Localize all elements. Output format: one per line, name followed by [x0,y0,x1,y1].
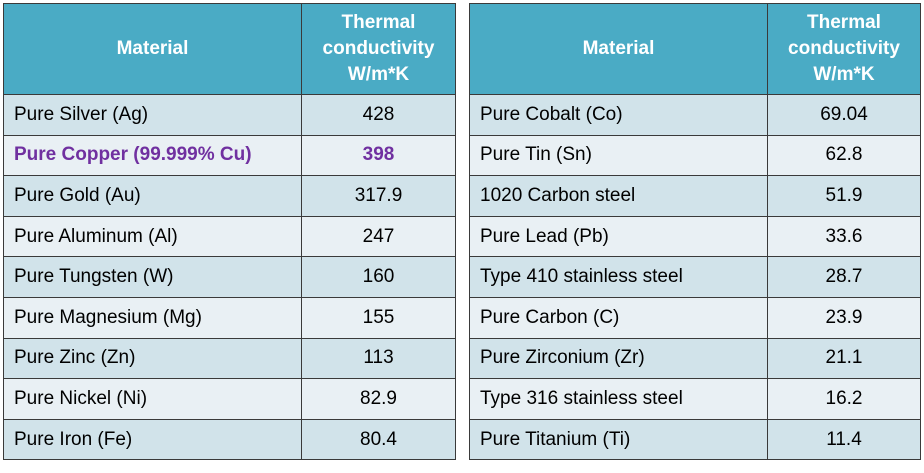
header-row: Material Thermal conductivity W/m*K [3,3,456,95]
table-row: Pure Iron (Fe) 80.4 [3,418,456,461]
table-row: Pure Nickel (Ni) 82.9 [3,378,456,420]
table-row: Pure Zinc (Zn) 113 [3,337,456,380]
conductivity-cell: 80.4 [301,418,456,461]
material-cell: Pure Titanium (Ti) [469,418,768,461]
material-cell: Pure Magnesium (Mg) [3,296,302,339]
table-row: Pure Carbon (C) 23.9 [469,296,921,339]
header-material: Material [3,3,302,95]
table-row: 1020 Carbon steel 51.9 [469,175,921,217]
header-material: Material [469,3,768,95]
material-cell: Type 316 stainless steel [469,378,768,420]
material-cell: Pure Zirconium (Zr) [469,337,768,380]
material-cell: Pure Gold (Au) [3,175,302,217]
header-conductivity: Thermal conductivity W/m*K [301,3,456,95]
conductivity-cell: 62.8 [767,134,921,177]
conductivity-cell: 428 [301,94,456,136]
conductivity-cell: 82.9 [301,378,456,420]
table-row: Type 316 stainless steel 16.2 [469,378,921,420]
material-cell: Pure Aluminum (Al) [3,215,302,258]
conductivity-cell: 247 [301,215,456,258]
material-cell: Type 410 stainless steel [469,256,768,298]
conductivity-cell: 51.9 [767,175,921,217]
table-row: Pure Magnesium (Mg) 155 [3,296,456,339]
material-cell: Pure Copper (99.999% Cu) [3,134,302,177]
table-row: Pure Lead (Pb) 33.6 [469,215,921,258]
table-row: Pure Gold (Au) 317.9 [3,175,456,217]
conductivity-cell: 16.2 [767,378,921,420]
material-cell: Pure Tungsten (W) [3,256,302,298]
conductivity-cell: 160 [301,256,456,298]
material-cell: 1020 Carbon steel [469,175,768,217]
conductivity-cell: 113 [301,337,456,380]
conductivity-cell: 33.6 [767,215,921,258]
material-cell: Pure Cobalt (Co) [469,94,768,136]
table-row: Pure Cobalt (Co) 69.04 [469,94,921,136]
header-conductivity: Thermal conductivity W/m*K [767,3,921,95]
table-row: Pure Copper (99.999% Cu) 398 [3,134,456,177]
header-row: Material Thermal conductivity W/m*K [469,3,921,95]
table-row: Pure Tin (Sn) 62.8 [469,134,921,177]
conductivity-cell: 69.04 [767,94,921,136]
conductivity-cell: 11.4 [767,418,921,461]
table-row: Pure Tungsten (W) 160 [3,256,456,298]
material-cell: Pure Nickel (Ni) [3,378,302,420]
material-cell: Pure Lead (Pb) [469,215,768,258]
conductivity-cell: 155 [301,296,456,339]
conductivity-cell: 398 [301,134,456,177]
table-row: Type 410 stainless steel 28.7 [469,256,921,298]
material-cell: Pure Zinc (Zn) [3,337,302,380]
conductivity-cell: 317.9 [301,175,456,217]
material-cell: Pure Tin (Sn) [469,134,768,177]
conductivity-cell: 28.7 [767,256,921,298]
material-cell: Pure Carbon (C) [469,296,768,339]
thermal-conductivity-table-left: Material Thermal conductivity W/m*K Pure S… [3,3,456,461]
table-row: Pure Zirconium (Zr) 21.1 [469,337,921,380]
table-row: Pure Aluminum (Al) 247 [3,215,456,258]
material-cell: Pure Silver (Ag) [3,94,302,136]
conductivity-cell: 21.1 [767,337,921,380]
conductivity-cell: 23.9 [767,296,921,339]
thermal-conductivity-table-right: Material Thermal conductivity W/m*K Pure C… [469,3,921,461]
table-row: Pure Silver (Ag) 428 [3,94,456,136]
table-row: Pure Titanium (Ti) 11.4 [469,418,921,461]
material-cell: Pure Iron (Fe) [3,418,302,461]
